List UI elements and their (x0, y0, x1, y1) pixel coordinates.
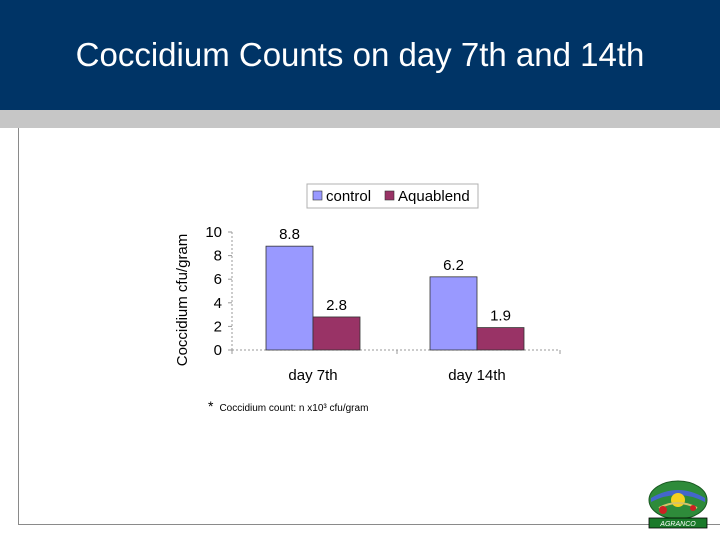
data-label: 8.8 (279, 226, 300, 243)
y-tick-label: 8 (214, 248, 222, 265)
data-label: 2.8 (326, 297, 347, 314)
agranco-logo: AGRANCO (648, 480, 708, 529)
y-tick-label: 0 (214, 342, 222, 359)
bar-control-2 (429, 276, 478, 351)
legend-label-aquablend: Aquablend (398, 188, 470, 205)
x-category-label: day 7th (288, 367, 337, 384)
y-tick-label: 4 (214, 295, 222, 312)
left-frame-rule (18, 128, 19, 524)
x-category-label: day 14th (448, 367, 506, 384)
legend-swatch-control (312, 190, 323, 201)
y-tick-label: 2 (214, 318, 222, 335)
y-tick-label: 10 (205, 224, 222, 241)
footnote: * Coccidium count: n x10³ cfu/gram (208, 398, 368, 414)
title-bar (0, 0, 720, 110)
y-tick-label: 6 (214, 271, 222, 288)
footnote-marker: * (208, 398, 214, 414)
header-divider-band (0, 110, 720, 128)
slide-title: Coccidium Counts on day 7th and 14th (75, 36, 645, 73)
bar-aquablend-2 (476, 327, 525, 351)
bar-control-1 (265, 245, 314, 351)
logo-lettering: AGRANCO (659, 521, 696, 528)
data-label: 1.9 (490, 308, 511, 325)
bar-aquablend-1 (312, 316, 361, 351)
legend-swatch-aquablend (384, 190, 395, 201)
footnote-text: Coccidium count: n x10³ cfu/gram (219, 403, 369, 414)
y-axis-label: Coccidium cfu/gram (174, 234, 191, 367)
bottom-frame-rule (18, 524, 720, 525)
data-label: 6.2 (443, 257, 464, 274)
legend-label-control: control (326, 188, 371, 205)
